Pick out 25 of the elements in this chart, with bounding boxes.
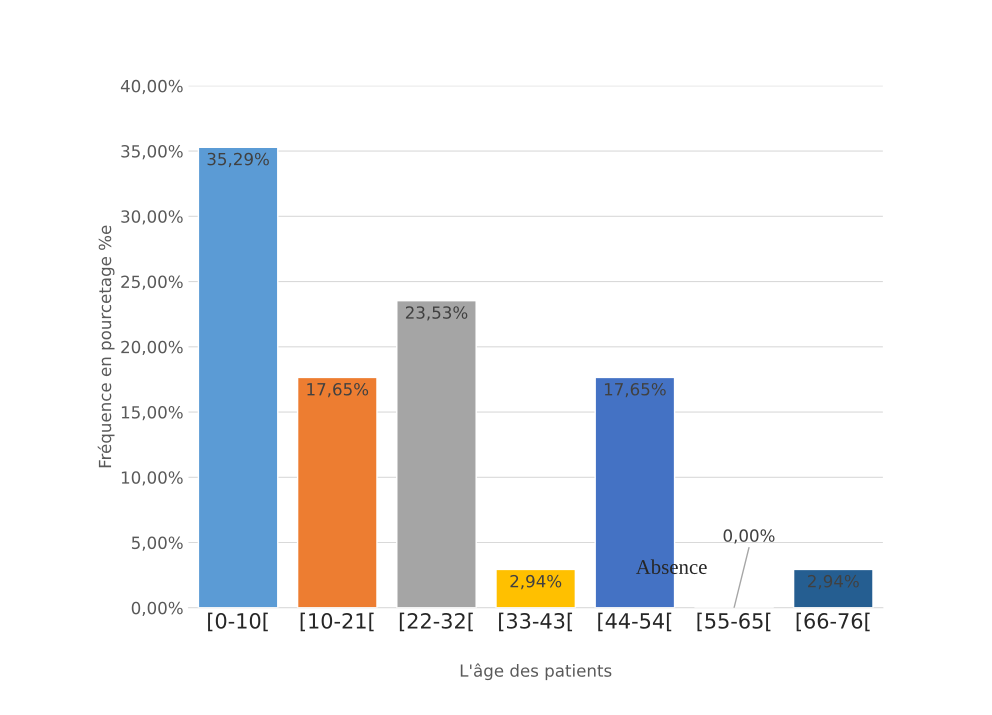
x-tick-label: [44-54[ bbox=[598, 612, 672, 632]
y-tick-label: 15,00% bbox=[122, 406, 183, 420]
x-tick-label: [10-21[ bbox=[300, 612, 374, 632]
y-tick-label: 20,00% bbox=[121, 340, 183, 356]
data-label: 17,65% bbox=[307, 382, 368, 398]
data-label: 23,53% bbox=[406, 306, 468, 321]
data-label: 2,94% bbox=[510, 574, 562, 590]
y-tick-label: 0,00% bbox=[132, 602, 183, 616]
x-axis-title: L'âge des patients bbox=[460, 663, 612, 680]
y-axis-title: Fréquence en pourcetage %e bbox=[98, 226, 115, 468]
data-label: 17,65% bbox=[604, 382, 666, 398]
data-label: 35,29% bbox=[208, 152, 269, 168]
y-tick-label: 10,00% bbox=[122, 471, 183, 486]
x-tick-label: [55-65[ bbox=[697, 612, 770, 632]
x-tick-label: [22-32[ bbox=[400, 612, 473, 632]
y-tick-label: 30,00% bbox=[121, 210, 183, 225]
y-tick-label: 5,00% bbox=[132, 536, 183, 551]
data-label: 0,00% bbox=[724, 529, 775, 544]
y-tick-label: 40,00% bbox=[120, 80, 183, 94]
x-tick-label: [33-43[ bbox=[499, 612, 572, 632]
x-tick-label: [0-10[ bbox=[208, 612, 268, 632]
y-tick-label: 35,00% bbox=[121, 145, 183, 160]
data-label: 2,94% bbox=[808, 574, 859, 590]
y-tick-label: 25,00% bbox=[121, 275, 183, 290]
x-tick-label: [66-76[ bbox=[796, 612, 870, 632]
